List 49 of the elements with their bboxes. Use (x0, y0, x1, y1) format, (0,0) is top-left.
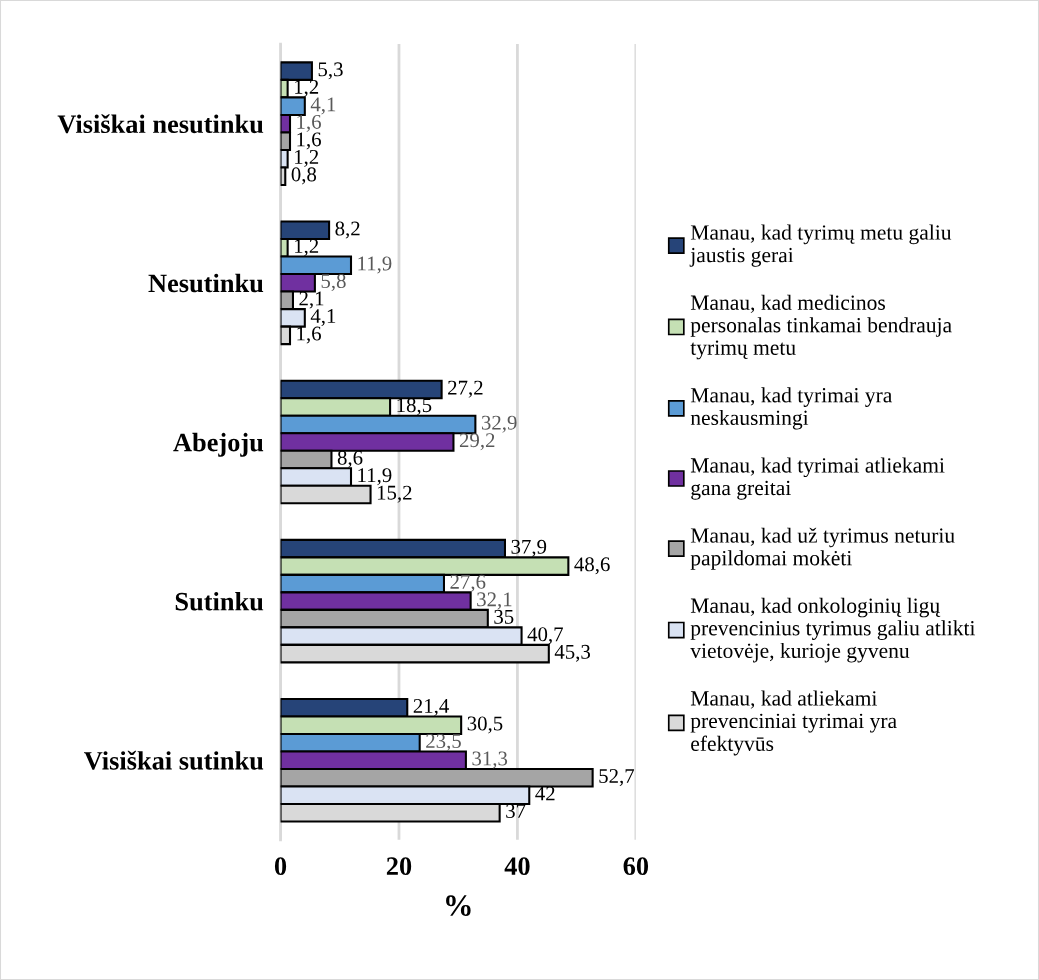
data-label: 4,1 (310, 309, 336, 327)
data-label: 35 (494, 609, 514, 624)
data-label: 5,3 (318, 62, 343, 80)
legend-label: Manau, kad medicinos personalas tinkamai bendrauja tyrimų metu (690, 294, 952, 360)
data-label: 32,1 (477, 592, 512, 610)
data-label: 4,1 (310, 97, 336, 115)
x-axis-title: % (446, 895, 471, 916)
data-label: 1,2 (295, 149, 319, 167)
y-tick-label: Visiškai nesutinku (57, 114, 264, 134)
data-label: 1,6 (297, 132, 321, 150)
y-tick-label: Visiškai sutinku (84, 750, 264, 770)
data-label: 5,8 (321, 273, 346, 292)
data-label: 15,2 (377, 485, 412, 503)
legend-label: Manau, kad onkologinių ligų prevencinius tyrimus galiu atlikti vietovėje, kurioje gyvenu (690, 597, 976, 663)
data-label: 27,2 (448, 380, 483, 398)
legend-label: Manau, kad tyrimai yra neskausmingi (690, 387, 893, 430)
data-label: 40,7 (527, 627, 563, 645)
y-tick-label: Nesutinku (148, 273, 264, 293)
data-label: 1,6 (297, 114, 321, 132)
data-label: 48,6 (574, 557, 610, 575)
data-label: 30,5 (467, 716, 503, 734)
data-label: 0,8 (291, 167, 317, 185)
data-label: 8,6 (337, 450, 363, 468)
data-label: 8,2 (335, 221, 360, 239)
data-label: 1,6 (297, 326, 321, 344)
data-label: 1,2 (295, 79, 319, 97)
data-label: 29,2 (459, 433, 495, 451)
x-tick-label: 20 (386, 857, 412, 876)
legend-label: Manau, kad tyrimų metu galiu jaustis gerai (689, 224, 952, 267)
data-label: 37,9 (511, 539, 547, 557)
legend-label: Manau, kad už tyrimus neturiu papildomai mokėti (690, 527, 955, 570)
x-tick-label: 40 (504, 857, 530, 876)
data-label: 21,4 (413, 698, 449, 716)
data-label: 2,1 (299, 291, 324, 309)
data-label: 45,3 (554, 644, 591, 662)
data-label: 27,6 (450, 574, 486, 592)
data-label: 52,7 (599, 769, 635, 786)
data-label: 11,9 (358, 468, 392, 486)
data-label: 32,9 (481, 415, 517, 433)
data-label: 31,3 (472, 751, 508, 769)
x-tick-label: 60 (623, 857, 649, 876)
y-tick-label: Abejoju (173, 432, 264, 457)
legend-label: Manau, kad atliekami prevenciniai tyrimai yra efektyvūs (690, 690, 897, 756)
data-label: 11,9 (358, 256, 392, 274)
data-label: 23,5 (426, 733, 461, 751)
legend-label: Manau, kad tyrimai atliekami gana greitai (690, 457, 945, 500)
x-tick-label: 0 (274, 857, 287, 876)
data-label: 42 (535, 786, 555, 801)
y-tick-label: Sutinku (175, 591, 264, 611)
